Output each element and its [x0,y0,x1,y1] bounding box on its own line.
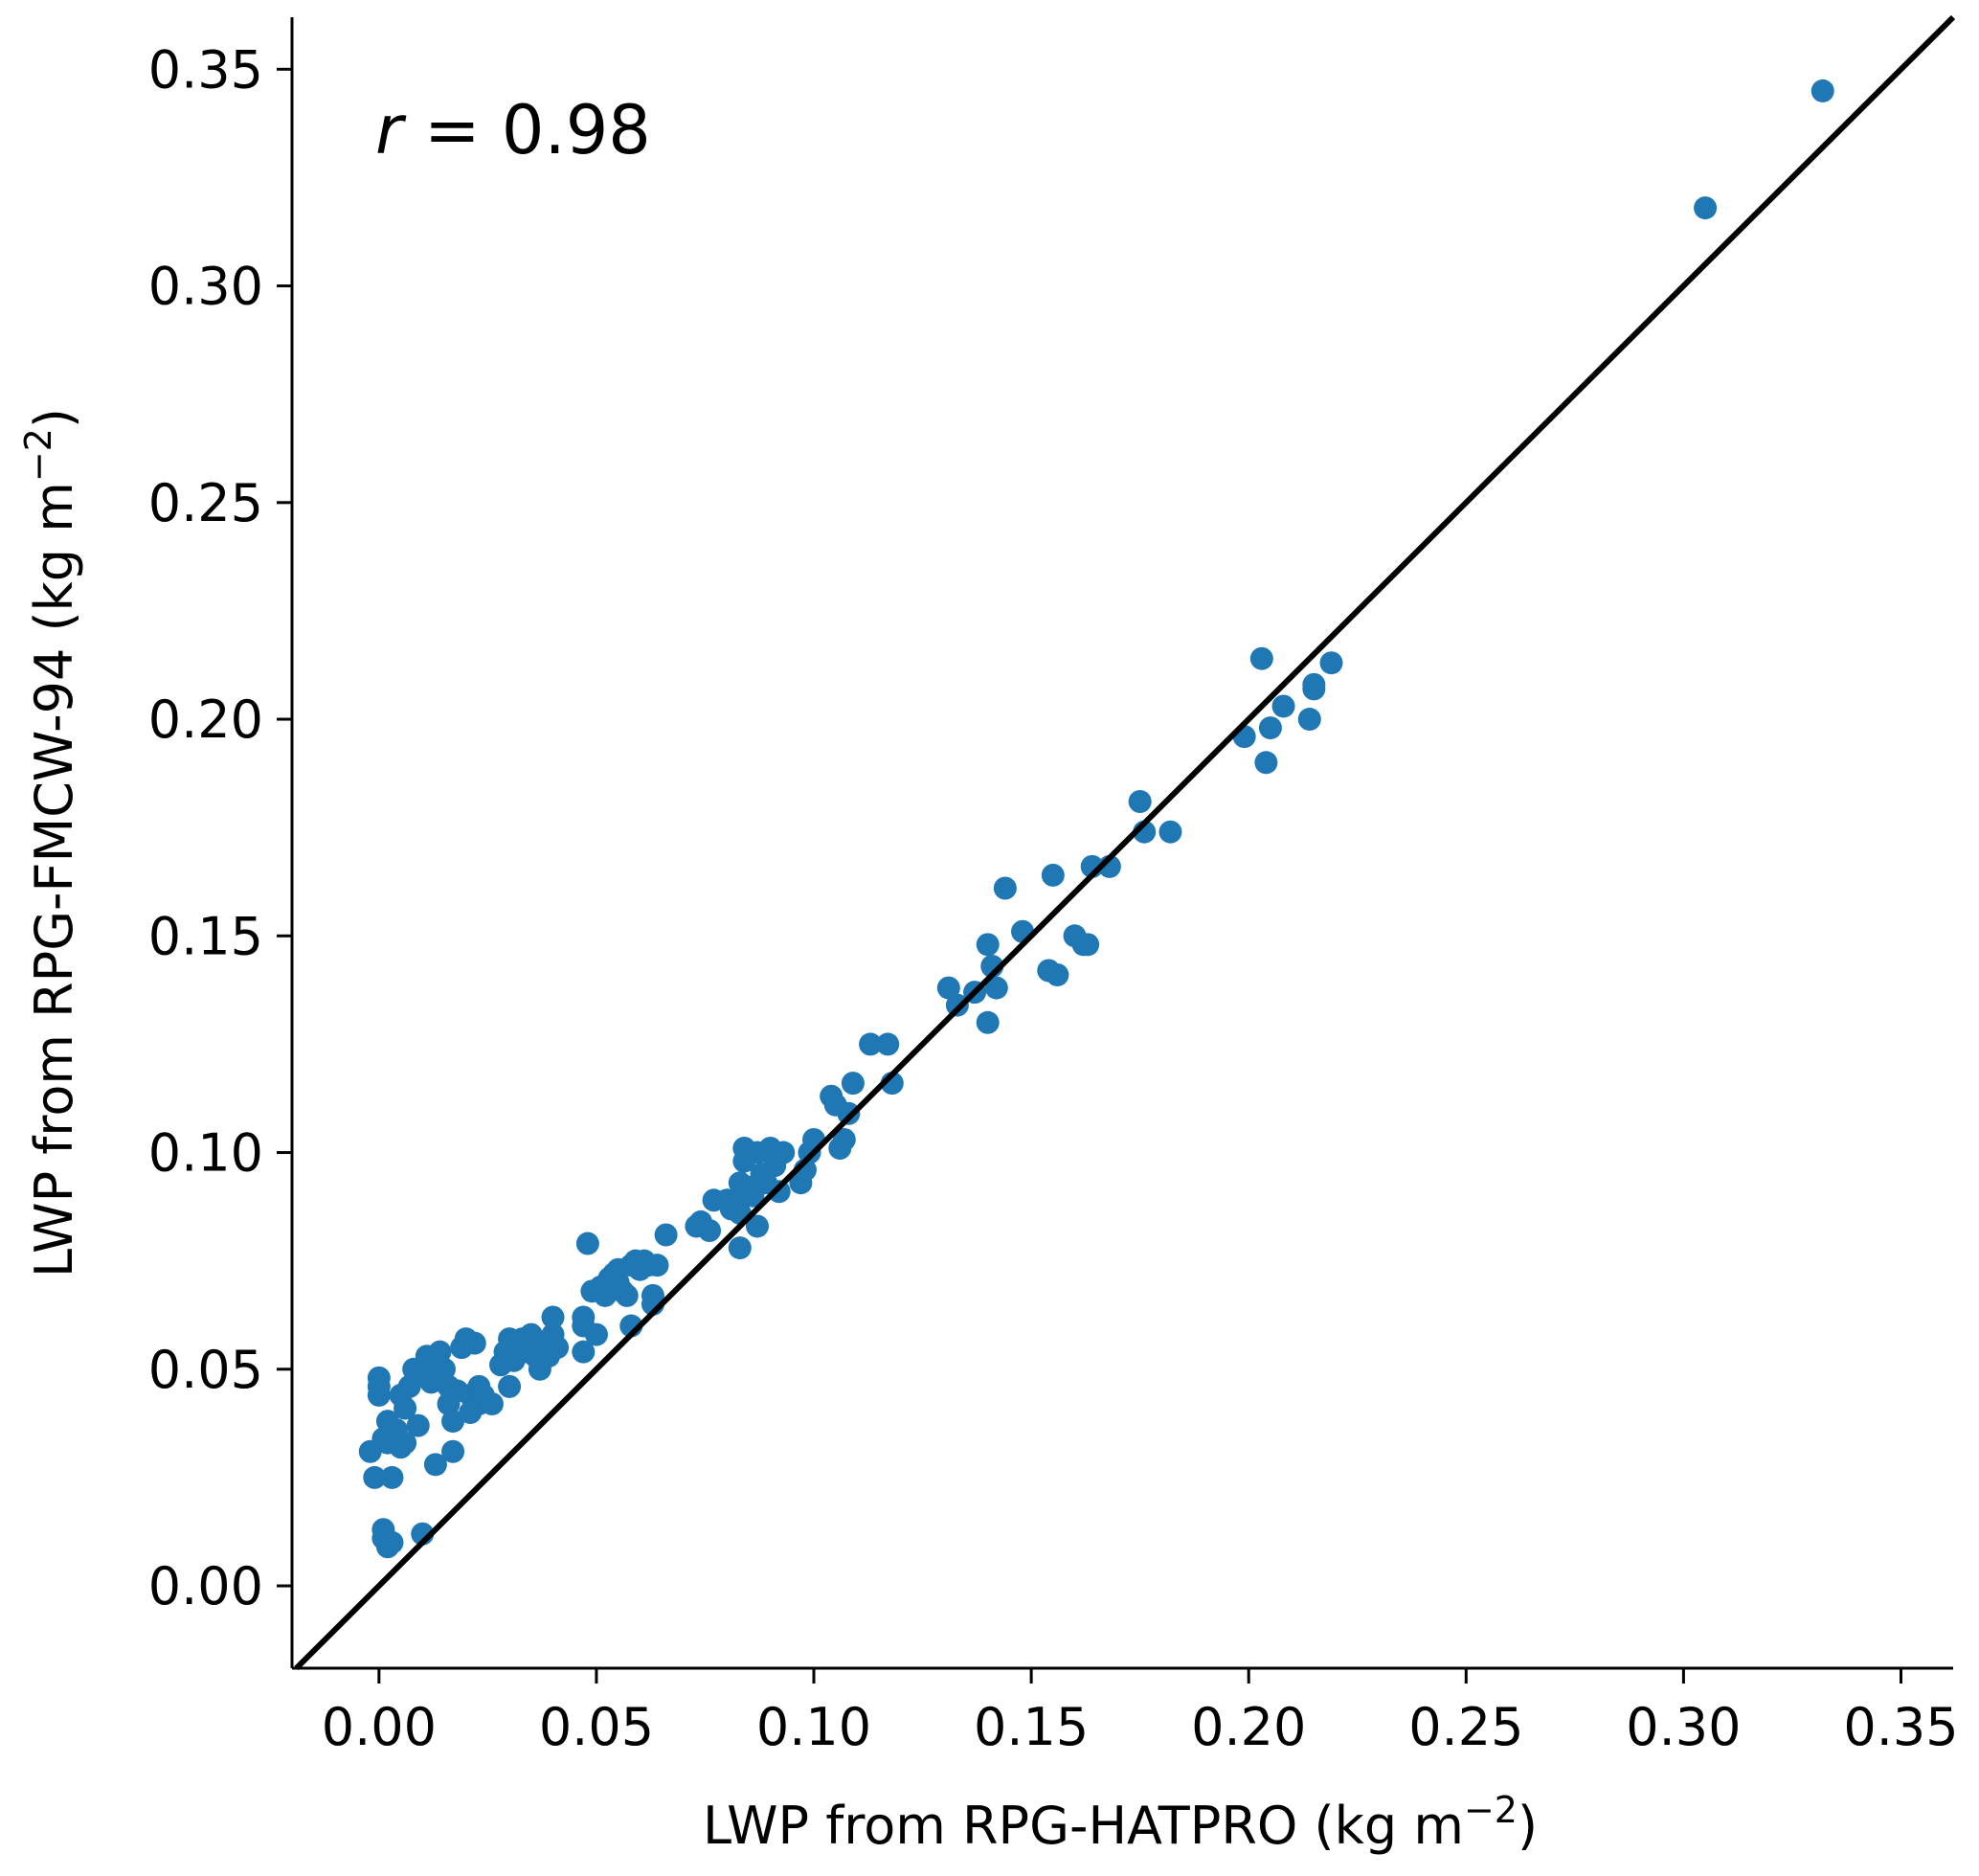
data-point [367,1366,391,1390]
data-point [546,1336,570,1360]
data-point [832,1127,856,1151]
y-tick-label: 0.20 [148,689,263,750]
data-point [423,1453,447,1477]
data-point [745,1214,769,1238]
data-point [572,1305,596,1329]
data-point [462,1331,486,1355]
data-point [876,1032,900,1056]
data-point [1258,716,1282,740]
data-point [1254,751,1278,775]
data-point [394,1396,417,1420]
data-point [1694,196,1718,220]
x-tick-label: 0.15 [974,1697,1089,1757]
data-point [1041,863,1065,887]
data-point [1810,79,1834,102]
x-tick-label: 0.30 [1626,1697,1741,1757]
data-point [441,1439,465,1463]
x-axis-label: LWP from RPG-HATPRO (kg m−2) [703,1789,1538,1856]
data-point [584,1322,608,1346]
data-point [1319,651,1343,675]
data-point [1297,708,1321,732]
correlation-value: = 0.98 [403,91,651,170]
data-point [406,1413,430,1437]
x-tick-label: 0.35 [1843,1697,1958,1757]
x-axis-label-close: ) [1518,1796,1538,1856]
data-point [841,1072,865,1096]
data-point [367,1383,391,1407]
data-point [1076,933,1100,957]
x-tick-label: 0.20 [1191,1697,1306,1757]
data-point [1271,694,1295,718]
data-point [380,1465,404,1489]
data-point [394,1431,417,1455]
data-point [1249,646,1273,670]
data-point [645,1254,669,1277]
data-point [380,1530,404,1554]
data-point [772,1141,796,1164]
data-point [767,1180,791,1204]
y-axis-label-superscript: −2 [17,428,59,482]
x-tick-label: 0.25 [1408,1697,1523,1757]
data-point [976,1010,1000,1034]
y-tick-label: 0.05 [148,1340,263,1400]
data-point [428,1340,452,1364]
data-point [993,876,1017,900]
data-point [441,1410,465,1434]
data-point [1302,672,1326,696]
data-point [575,1232,599,1255]
y-tick-label: 0.10 [148,1123,263,1184]
data-point [936,976,960,1000]
y-tick-label: 0.15 [148,906,263,966]
one-to-one-line [294,14,1956,1671]
data-point [541,1305,565,1329]
y-axis-label: LWP from RPG-FMCW-94 (kg m−2) [17,408,84,1277]
y-axis-label-close: ) [24,408,84,428]
y-tick-label: 0.35 [148,39,263,100]
x-tick-label: 0.05 [539,1697,654,1757]
y-axis-ticks: 0.00 0.05 0.10 0.15 0.20 0.25 0.30 0.35 [148,39,292,1616]
y-tick-label: 0.30 [148,257,263,317]
data-point [572,1340,596,1364]
data-point [698,1218,722,1242]
data-point [480,1391,504,1415]
x-axis-label-superscript: −2 [1464,1789,1518,1831]
x-tick-label: 0.10 [756,1697,871,1757]
data-point [498,1374,522,1398]
data-point [984,976,1008,1000]
data-point [654,1223,678,1247]
data-point [859,1032,883,1056]
scatter-points [358,79,1834,1559]
data-point [976,933,1000,957]
y-axis-label-text: LWP from RPG-FMCW-94 (kg m [24,482,84,1277]
data-point [1128,790,1152,814]
x-axis-label-text: LWP from RPG-HATPRO (kg m [703,1796,1464,1856]
x-axis-ticks: 0.00 0.05 0.10 0.15 0.20 0.25 0.30 0.35 [322,1668,1959,1757]
data-point [945,993,969,1017]
data-point [1158,820,1182,844]
correlation-symbol: r [375,91,407,170]
data-point [432,1357,456,1381]
x-tick-label: 0.00 [322,1697,437,1757]
y-tick-label: 0.25 [148,473,263,533]
y-tick-label: 0.00 [148,1556,263,1616]
data-point [615,1283,639,1307]
data-point [363,1465,387,1489]
correlation-annotation: r = 0.98 [375,91,651,170]
data-point [837,1101,861,1125]
data-point [728,1236,752,1260]
data-point [1046,963,1069,987]
